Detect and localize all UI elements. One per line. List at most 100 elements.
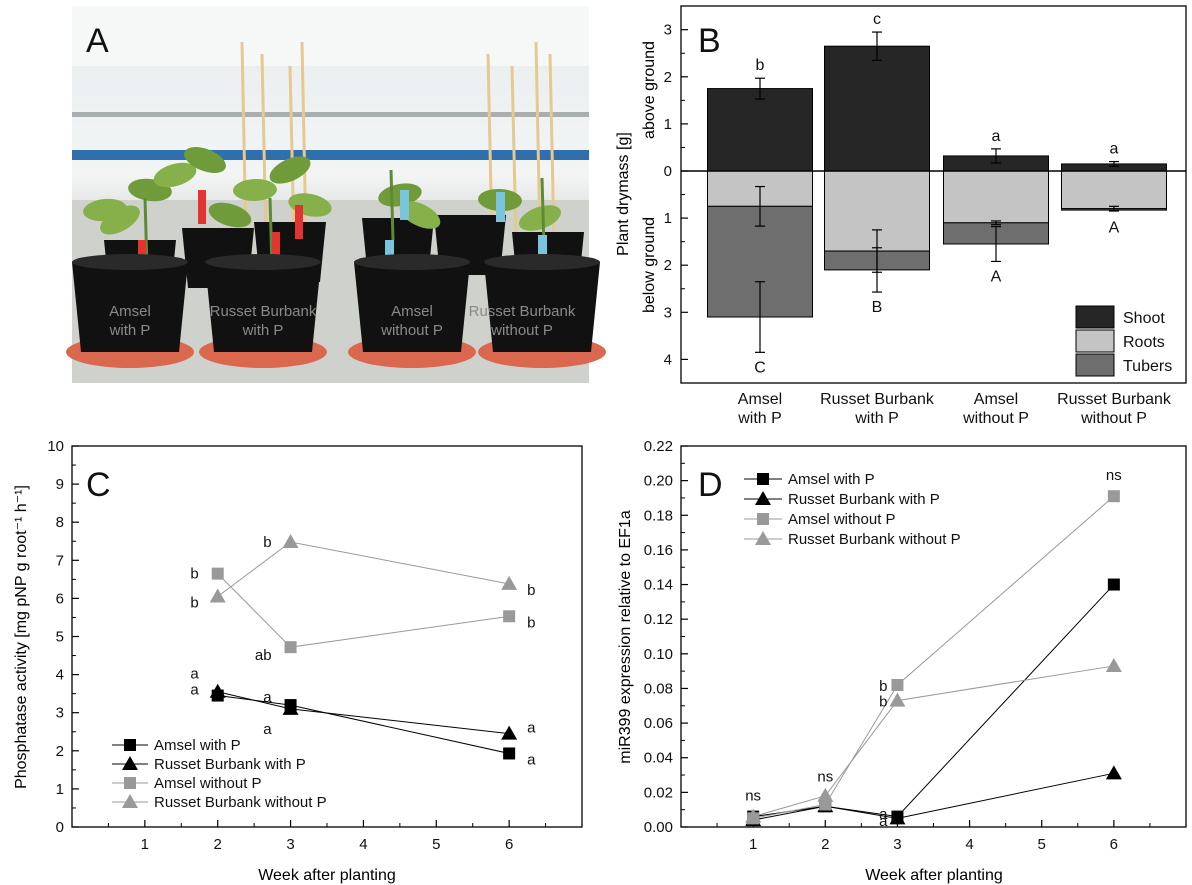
potato-plants xyxy=(83,147,562,274)
data-point xyxy=(745,808,762,823)
y-tick-label: 2 xyxy=(56,743,64,760)
significance-letter: a xyxy=(263,689,272,706)
series-line xyxy=(753,584,1115,818)
red-plant-tag xyxy=(272,232,280,266)
panel-c-axes: 1 2 3 4 5 6 0 1 2 3 4 5 6 7 8 9 10 xyxy=(47,438,547,853)
legend-label: Amsel with P xyxy=(788,471,875,488)
significance-letter: a xyxy=(263,721,272,738)
panel-c-letter: C xyxy=(86,466,111,504)
potato-leaf xyxy=(83,198,127,222)
data-point xyxy=(501,725,518,740)
belowground-significance-letter: A xyxy=(1109,219,1120,236)
x-tick-label: 4 xyxy=(965,836,973,853)
legend-label: Amsel with P xyxy=(154,737,241,754)
x-tick-label: 3 xyxy=(893,836,901,853)
blue-plant-tag xyxy=(538,235,547,265)
y-tick-label: 7 xyxy=(56,552,64,569)
pot-label-line2: with P xyxy=(109,322,151,339)
legend-label: Shoot xyxy=(1123,310,1165,327)
panel-d-letter: D xyxy=(698,466,723,504)
potato-leaf xyxy=(208,202,252,228)
belowground-significance-letter: A xyxy=(991,268,1002,285)
pot-label-line1: Russet Burbank xyxy=(210,303,317,320)
legend-marker xyxy=(124,777,136,789)
legend-marker xyxy=(757,513,769,525)
data-point xyxy=(284,641,297,654)
legend-label: Tubers xyxy=(1123,358,1172,375)
x-tick-label: 3 xyxy=(286,836,294,853)
series-line xyxy=(217,573,510,648)
data-point xyxy=(211,567,224,580)
y-tick-label: 0.18 xyxy=(644,507,673,524)
panel-a-letter: A xyxy=(86,22,109,60)
legend-label: Amsel without P xyxy=(154,775,262,792)
panel-b-ytick-label: 2 xyxy=(664,257,672,274)
potato-leaf xyxy=(518,205,562,231)
significance-annotation: ns xyxy=(745,787,761,804)
data-point xyxy=(209,683,226,698)
legend-label: Russet Burbank with P xyxy=(788,491,940,508)
data-point xyxy=(889,810,906,825)
potato-leaf xyxy=(269,156,311,184)
data-point xyxy=(1107,490,1120,503)
y-tick-label: 0.06 xyxy=(644,715,673,732)
bar-shoot xyxy=(824,45,930,172)
series-line xyxy=(217,695,510,754)
legend-label: Russet Burbank without P xyxy=(154,794,327,811)
x-tick-label: 5 xyxy=(432,836,440,853)
potato-leaf xyxy=(100,205,140,235)
legend-label: Russet Burbank without P xyxy=(788,531,961,548)
x-tick-label: 1 xyxy=(749,836,757,853)
x-tick-label: 6 xyxy=(505,836,513,853)
legend-marker xyxy=(755,531,771,545)
x-tick-label: 2 xyxy=(821,836,829,853)
panel-b-legend: Shoot Roots Tubers xyxy=(1075,305,1172,377)
x-tick-label: 2 xyxy=(214,836,222,853)
photo-blue-pipe xyxy=(72,150,589,160)
panel-b-ytick-label: 3 xyxy=(664,22,672,39)
legend-label: Amsel without P xyxy=(788,511,896,528)
x-tick-label: 4 xyxy=(359,836,367,853)
shoot-significance-letter: b xyxy=(756,57,765,74)
y-tick-label: 0.16 xyxy=(644,542,673,559)
data-point xyxy=(891,678,904,691)
significance-annotation: a xyxy=(879,813,888,830)
significance-annotation: b xyxy=(879,694,887,711)
shoot-significance-letter: c xyxy=(873,11,881,28)
panel-b-bar-chart: b Cc Ba Aa A 4 3 2 1 0 1 2 3 Amsel with P Russet Burb… xyxy=(615,5,1187,427)
belowground-significance-letter: C xyxy=(754,359,766,376)
panel-c-xlabel: Week after planting xyxy=(258,867,396,884)
panel-d-series: ns ns bb aa ns xyxy=(745,467,1122,830)
y-tick-label: 0.10 xyxy=(644,646,673,663)
data-point xyxy=(503,747,516,760)
panel-d-axes: 1 2 3 4 5 6 0.00 0.02 0.04 0.06 0.08 0.10 0.12 0.14 0.… xyxy=(644,438,1151,853)
bar-shoot xyxy=(707,88,813,172)
panel-b-category-line1: Amsel xyxy=(974,391,1018,408)
y-tick-label: 0 xyxy=(56,819,64,836)
panel-b-ytick-label: 4 xyxy=(664,351,672,368)
panel-d-xlabel: Week after planting xyxy=(865,867,1003,884)
pot-label-line1: Amsel xyxy=(109,303,151,320)
pot-label-line2: without P xyxy=(380,322,443,339)
panel-b-ytick-label: 3 xyxy=(664,304,672,321)
significance-letter: b xyxy=(527,582,535,599)
series-line xyxy=(753,495,1115,819)
significance-letter: a xyxy=(527,720,536,737)
potato-leaf xyxy=(233,178,277,202)
bamboo-stake xyxy=(288,65,296,241)
potato-leaf xyxy=(399,201,441,229)
panel-b-ytick-label: 1 xyxy=(664,116,672,133)
significance-annotation: ns xyxy=(817,768,833,785)
pot-label-line2: with P xyxy=(242,322,284,339)
legend-marker xyxy=(122,794,138,808)
panel-b-ylabel-below: below ground xyxy=(641,217,658,313)
panel-b-ylabel: Plant drymass [g] xyxy=(615,132,632,256)
pot-rim xyxy=(205,254,321,270)
panel-b-category-line2: without P xyxy=(962,410,1029,427)
bamboo-stake xyxy=(240,41,248,241)
panel-b-y-axis: 4 3 2 1 0 1 2 3 xyxy=(664,22,688,368)
red-plant-tag xyxy=(198,190,206,224)
photo-rail xyxy=(72,112,589,117)
